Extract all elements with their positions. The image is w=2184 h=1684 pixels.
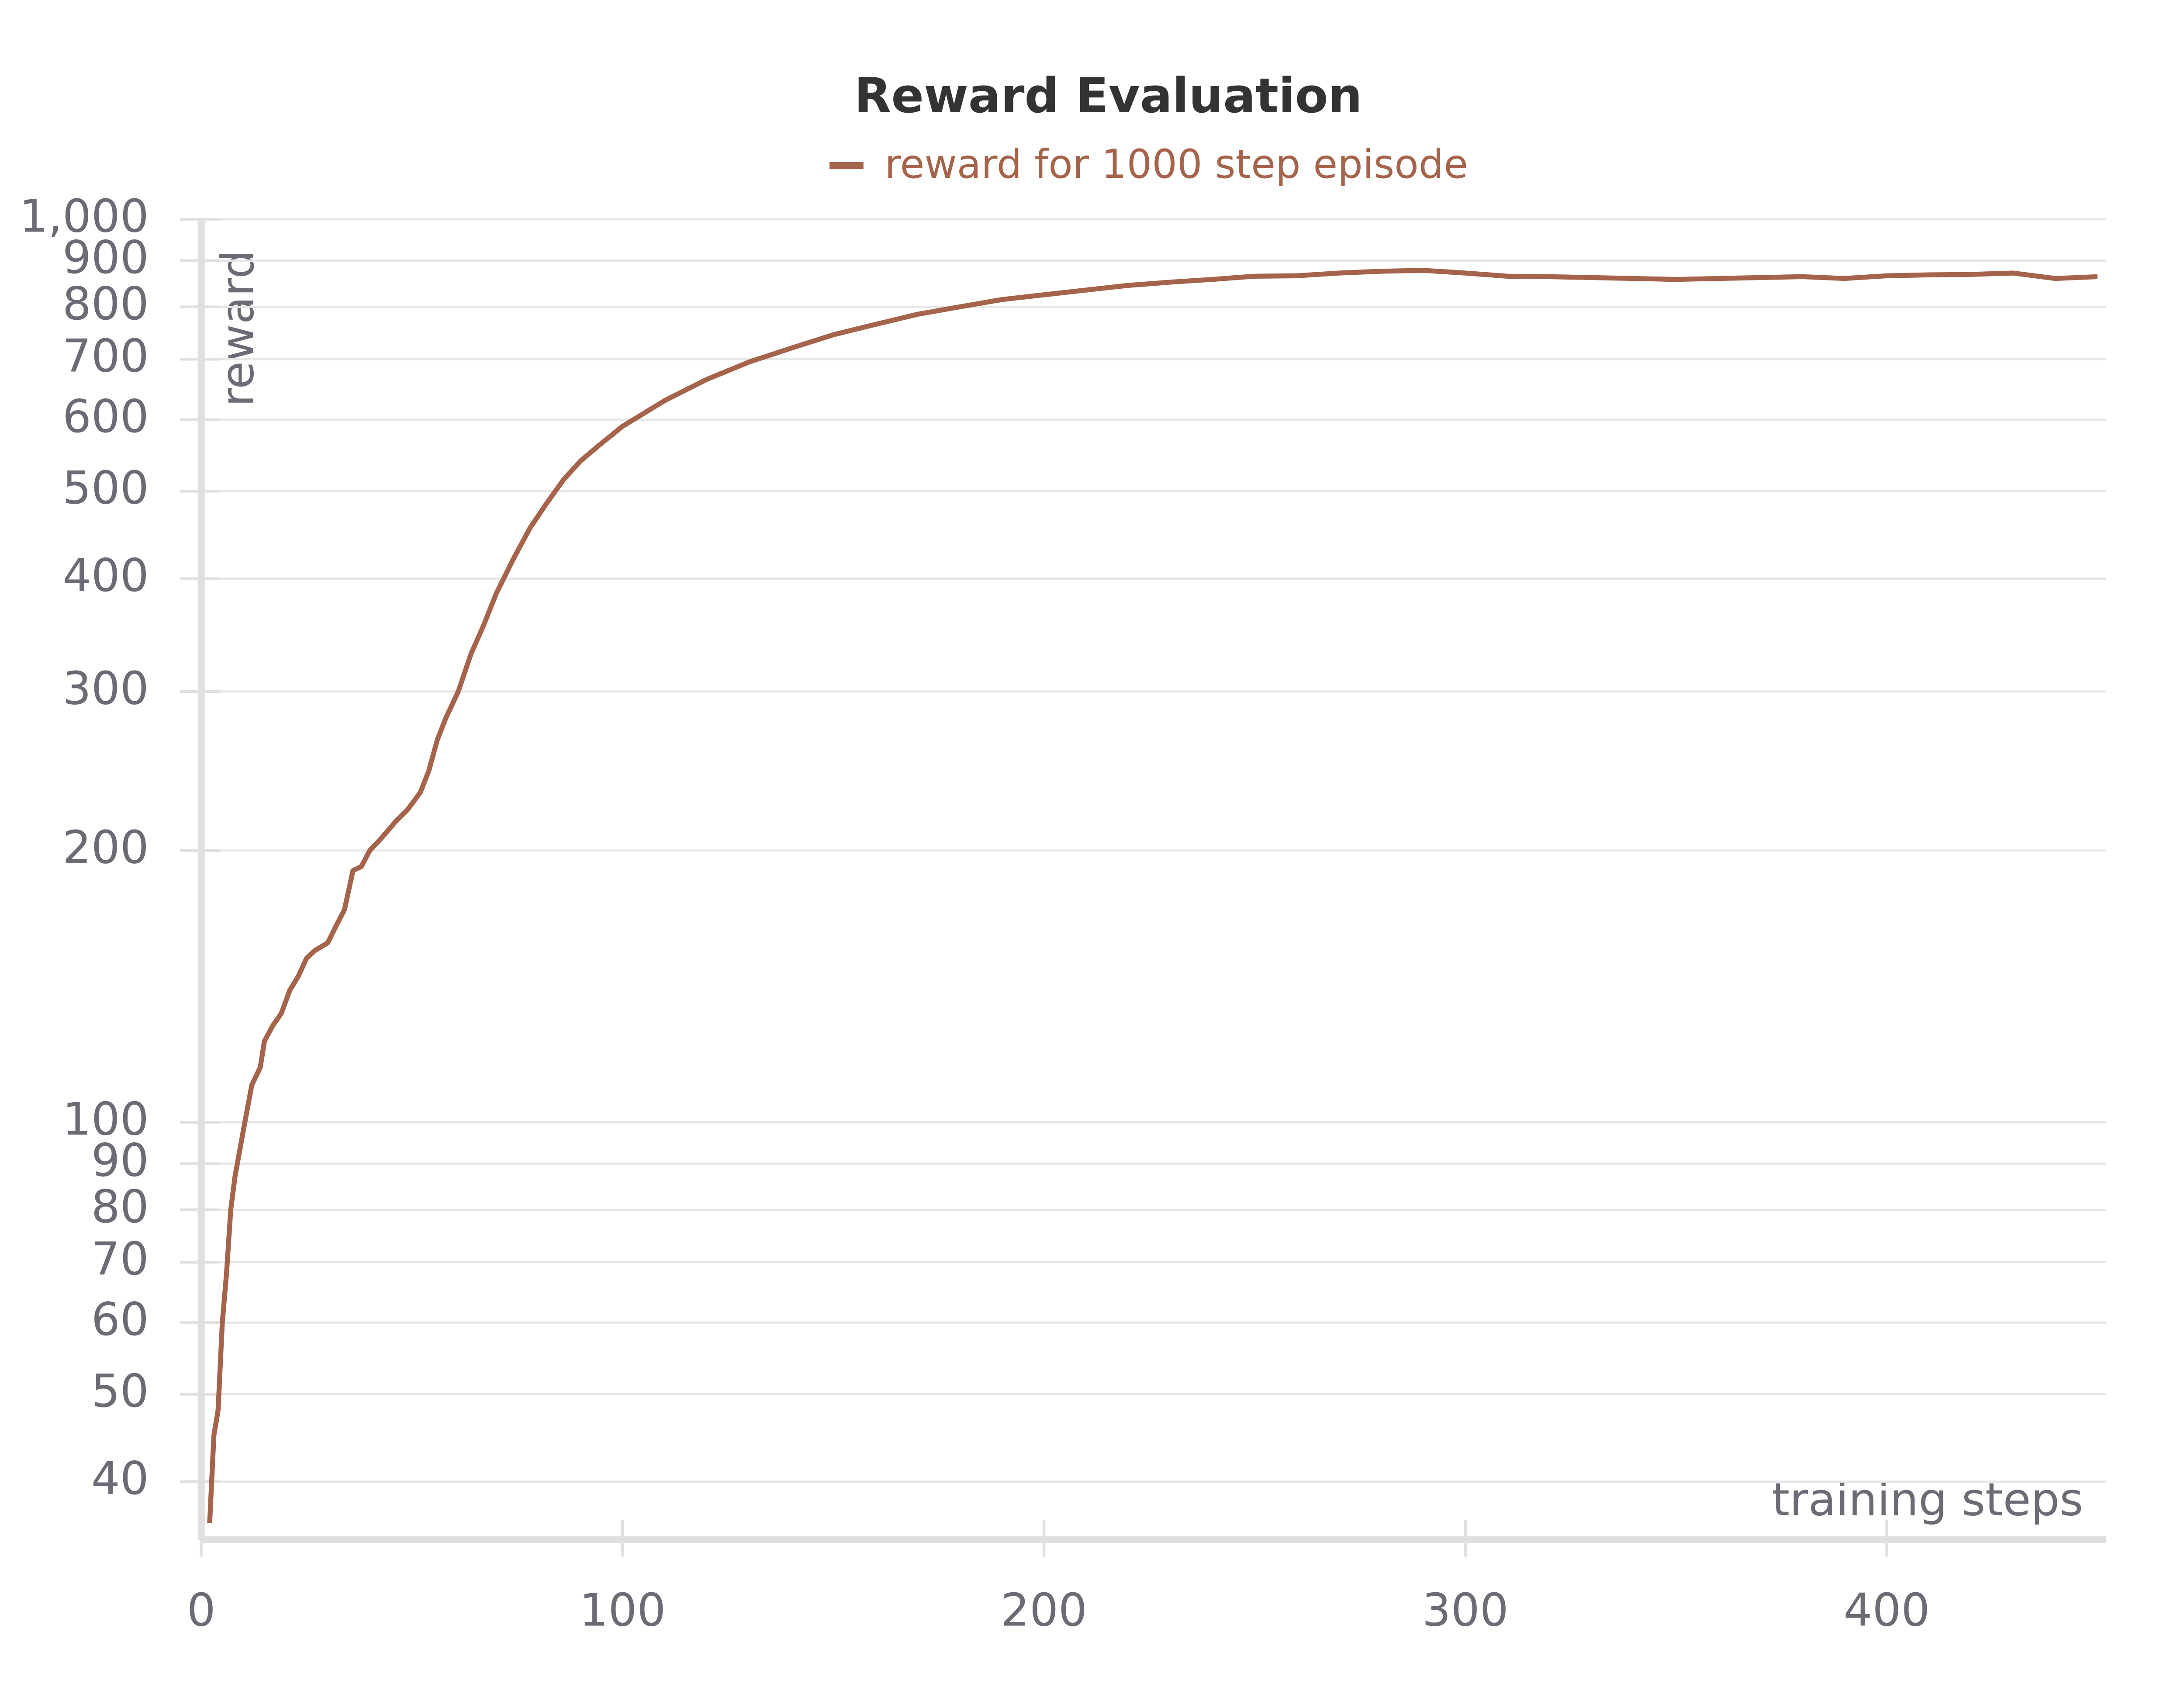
x-tick-label: 100 bbox=[579, 1584, 666, 1636]
y-tick-label: 500 bbox=[62, 462, 149, 515]
y-tick-label: 70 bbox=[91, 1233, 149, 1286]
y-tick-label: 40 bbox=[91, 1452, 149, 1505]
y-tick-label: 90 bbox=[91, 1134, 149, 1187]
y-tick-label: 1,000 bbox=[19, 190, 149, 242]
legend-label: reward for 1000 step episode bbox=[885, 142, 1468, 187]
y-tick-label: 200 bbox=[62, 821, 149, 874]
y-tick-label: 800 bbox=[62, 278, 149, 330]
chart-title: Reward Evaluation bbox=[854, 68, 1362, 124]
data-line bbox=[207, 268, 2098, 1523]
x-tick-label: 0 bbox=[187, 1584, 216, 1636]
x-tick-label: 300 bbox=[1422, 1584, 1509, 1636]
y-tick-label: 300 bbox=[62, 662, 149, 715]
y-tick-label: 50 bbox=[91, 1365, 149, 1418]
y-tick-label: 400 bbox=[62, 550, 149, 602]
y-tick-label: 80 bbox=[91, 1181, 149, 1233]
y-tick-label: 700 bbox=[62, 330, 149, 383]
x-tick-label: 200 bbox=[1001, 1584, 1087, 1636]
y-tick-label: 600 bbox=[62, 391, 149, 443]
x-tick-label: 400 bbox=[1843, 1584, 1930, 1636]
y-tick-label: 900 bbox=[62, 232, 149, 284]
y-tick-label: 100 bbox=[62, 1093, 149, 1146]
y-tick-label: 60 bbox=[91, 1293, 149, 1346]
y-axis-title: reward bbox=[212, 250, 264, 407]
